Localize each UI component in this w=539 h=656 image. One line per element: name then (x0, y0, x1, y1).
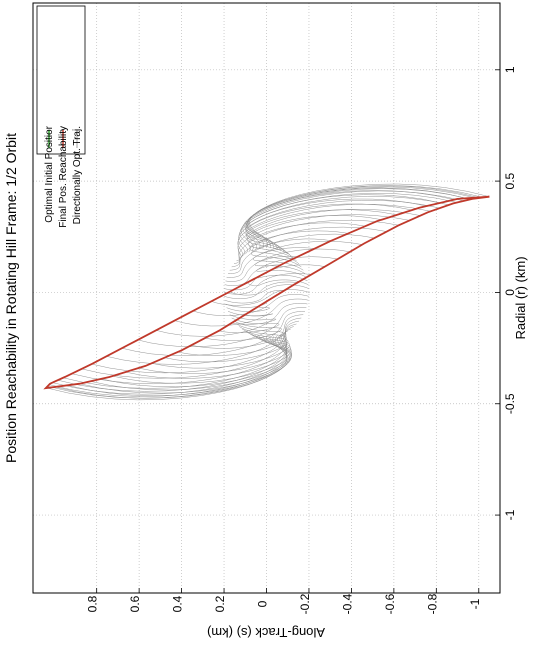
legend: Optimal Initial Positior Final Pos. Reac… (36, 5, 86, 228)
x-tick-label: 1 (503, 66, 517, 73)
trajectory-line (227, 233, 375, 274)
y-tick-label: -0.4 (340, 593, 354, 614)
trajectory-line (238, 200, 440, 257)
legend-label-final: Final Pos. Reachability (58, 126, 69, 228)
trajectory-lines (46, 183, 490, 401)
y-axis-ticks: 0.8 0.6 0.4 0.2 0 -0.2 -0.4 -0.6 -0.8 -1 (86, 588, 482, 614)
trajectory-line (245, 190, 455, 250)
trajectory-line (47, 334, 288, 399)
trajectory-line (246, 209, 397, 257)
trajectory-line (226, 306, 270, 312)
trajectory-line (247, 185, 478, 249)
x-tick-label: 0.5 (503, 172, 517, 189)
y-tick-label: -0.2 (298, 593, 312, 614)
trajectory-line (137, 307, 307, 347)
trajectory-line (71, 323, 297, 385)
y-tick-label: 0.8 (86, 595, 100, 612)
trajectory-line (204, 320, 282, 341)
trajectory-line (229, 284, 309, 296)
trajectory-line (229, 314, 277, 325)
trajectory-line (223, 273, 312, 295)
trajectory-line (52, 330, 288, 395)
trajectory-line (238, 196, 450, 255)
trajectory-line (164, 328, 289, 363)
y-tick-label: 0.4 (171, 595, 185, 612)
reachability-boundary-line (43, 195, 490, 390)
trajectory-line (231, 219, 399, 268)
trajectory-line (46, 335, 288, 401)
trajectory-line (240, 190, 464, 251)
trajectory-line (224, 264, 325, 291)
trajectory-line (156, 303, 308, 337)
trajectory-line (225, 248, 351, 282)
trajectory-line (224, 281, 298, 299)
initial-position-circle (224, 248, 309, 337)
x-axis-ticks: -1 -0.5 0 0.5 1 (495, 66, 517, 520)
y-tick-label: -0.6 (383, 593, 397, 614)
trajectory-line (251, 238, 332, 268)
trajectory-line (256, 264, 307, 278)
legend-label-initial: Optimal Initial Positior (44, 125, 55, 222)
x-tick-label: 0 (503, 289, 517, 296)
chart-title: Position Reachability in Rotating Hill F… (3, 133, 19, 463)
trajectory-line (106, 314, 304, 365)
x-tick-label: -1 (503, 509, 517, 520)
trajectory-line (49, 332, 288, 397)
trajectory-line (229, 226, 387, 271)
y-tick-label: 0.2 (213, 595, 227, 612)
y-tick-label: 0.6 (128, 595, 142, 612)
trajectory-line (63, 326, 294, 389)
x-tick-label: -0.5 (503, 393, 517, 414)
x-axis-label: Radial (r) (km) (513, 256, 528, 339)
trajectory-line (239, 193, 458, 253)
trajectory-line (247, 279, 309, 287)
legend-label-traj: Directionally Opt. Traj. (72, 126, 83, 224)
trajectory-line (55, 336, 289, 399)
trajectory-line (138, 332, 292, 374)
trajectory-line (192, 294, 309, 316)
trajectory-line (245, 198, 427, 253)
y-tick-label: -1 (468, 598, 482, 609)
trajectory-line (249, 230, 349, 265)
trajectory-line (237, 204, 431, 259)
legend-box (36, 5, 86, 155)
trajectory-line (246, 187, 467, 249)
trajectory-line (247, 222, 366, 262)
trajectory-line (57, 328, 291, 392)
trajectory-line (242, 188, 471, 250)
trajectory-line (226, 241, 363, 278)
trajectory-line (121, 311, 305, 356)
trajectory-line (227, 311, 273, 317)
trajectory-line (211, 289, 310, 306)
trajectory-line (81, 320, 300, 379)
trajectory-line (177, 326, 287, 356)
trajectory-line (224, 290, 285, 304)
trajectory-line (101, 336, 292, 388)
y-tick-label: 0 (256, 600, 270, 607)
reachability-boundary (43, 195, 490, 390)
y-axis-label: Along-Track (s) (km) (207, 625, 325, 640)
trajectory-line (91, 317, 302, 374)
y-tick-label: -0.8 (425, 593, 439, 614)
trajectory-line (174, 298, 309, 327)
